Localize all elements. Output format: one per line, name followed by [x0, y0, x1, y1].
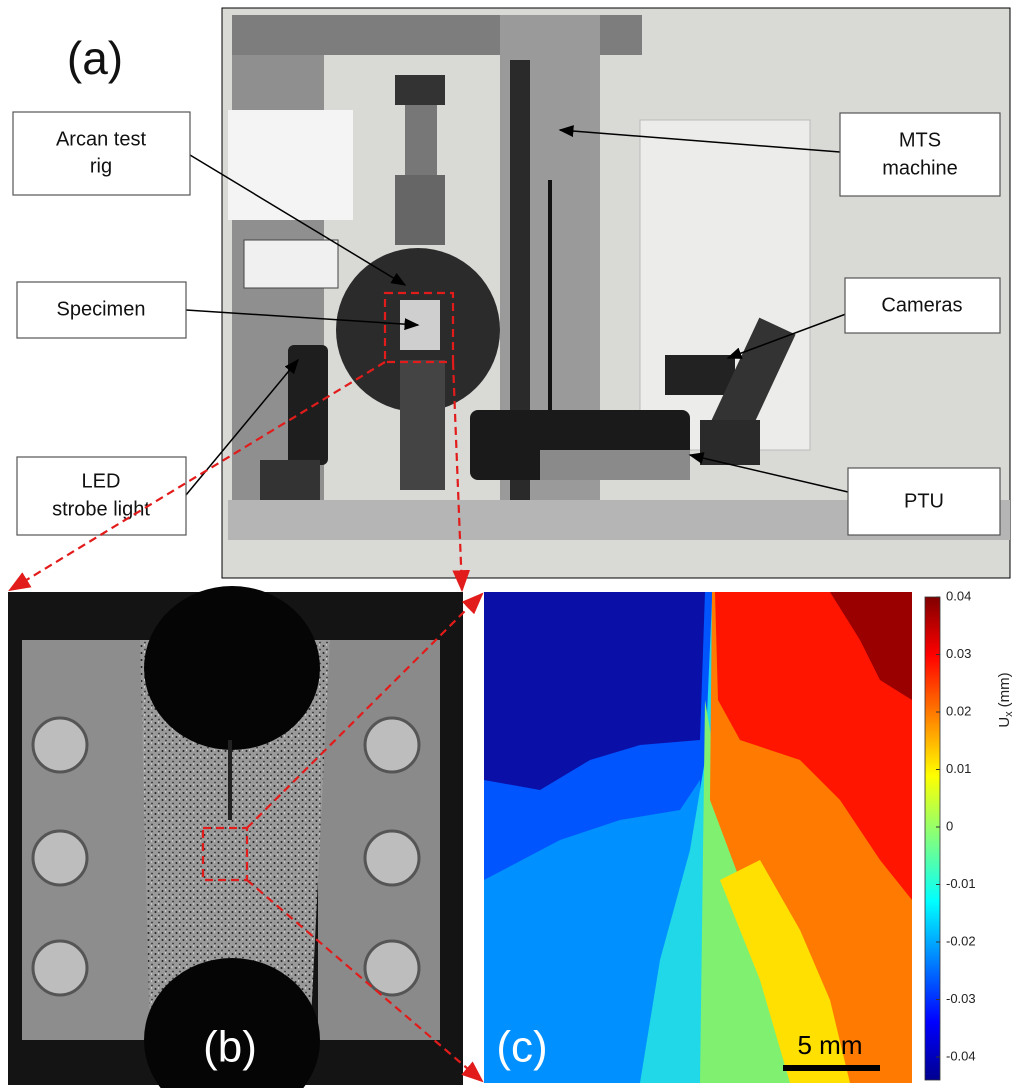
tick-label: -0.03: [946, 991, 976, 1006]
callout-text: Arcan test: [56, 128, 146, 150]
tick-label: 0.01: [946, 761, 971, 776]
callout-text: strobe light: [52, 498, 150, 520]
callout: Arcan test rig: [13, 112, 190, 195]
panel-label: (b): [203, 1023, 257, 1072]
colorbar: Ux (mm) 0.04 0.03 0.02 0.01 0 -0.01 -0.02 -0.03 -…: [925, 588, 1015, 1080]
tick-label: 0: [946, 818, 953, 833]
figure: (a) Arcan test rig Specimen LED strobe l…: [0, 0, 1019, 1088]
callout-text: machine: [882, 157, 958, 179]
tick-label: 0.03: [946, 646, 971, 661]
callout-text: PTU: [904, 490, 944, 512]
tick-label: 0.04: [946, 588, 971, 603]
callout-text: Cameras: [881, 294, 962, 316]
callout: Cameras: [845, 278, 1000, 333]
callout-text: LED: [82, 470, 121, 492]
callout: MTS machine: [840, 113, 1000, 196]
panel-label: (a): [67, 32, 123, 84]
label-main: U: [996, 717, 1013, 728]
tick-label: -0.04: [946, 1048, 976, 1063]
callout: Specimen: [17, 282, 186, 338]
callout-text: rig: [90, 155, 112, 177]
callout-text: Specimen: [57, 298, 146, 320]
colorbar-label: Ux (mm): [996, 672, 1015, 727]
tick-label: 0.02: [946, 703, 971, 718]
tick-label: -0.01: [946, 876, 976, 891]
field-map: 5 mm (c): [484, 592, 912, 1083]
callout: PTU: [848, 468, 1000, 535]
tick-label: -0.02: [946, 933, 976, 948]
callout-text: MTS: [899, 129, 941, 151]
callout: LED strobe light: [17, 457, 186, 535]
label-sub: x: [1003, 711, 1015, 717]
photo-b: (b): [8, 586, 463, 1088]
panel-label: (c): [496, 1023, 547, 1072]
scale-label: 5 mm: [798, 1030, 863, 1060]
label-unit: (mm): [996, 672, 1013, 707]
